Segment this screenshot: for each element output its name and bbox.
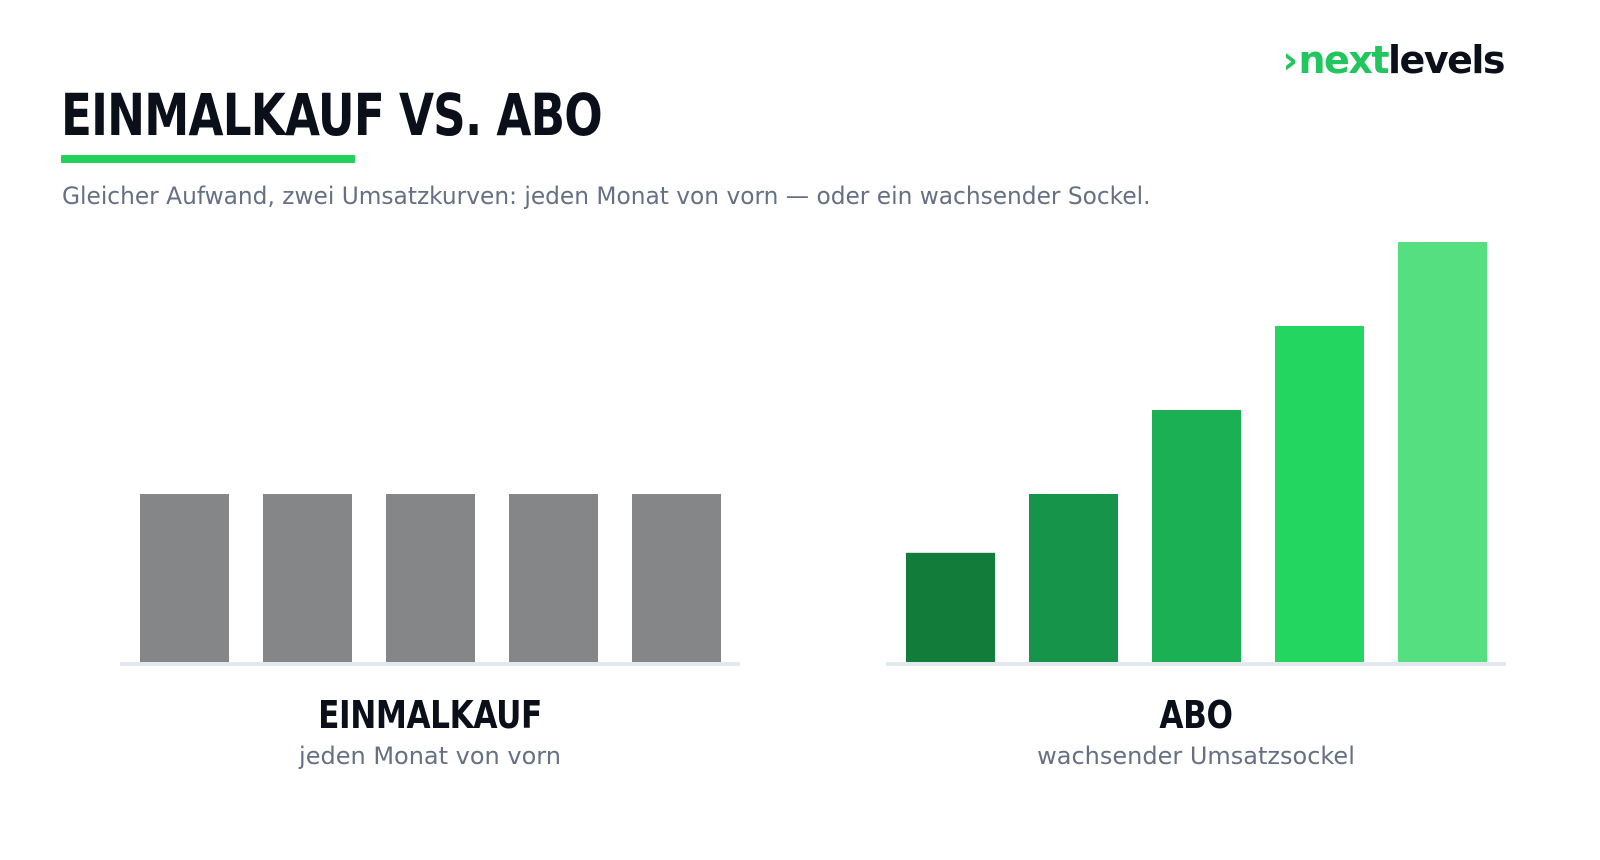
einmalkauf-label: EINMALKAUF jeden Monat von vorn [130,692,730,772]
page-subtitle: Gleicher Aufwand, zwei Umsatzkurven: jed… [62,182,1151,210]
einmalkauf-bar-3 [386,494,475,662]
abo-subtitle: wachsender Umsatzsockel [1037,742,1355,770]
logo-chevron-icon: › [1282,38,1298,82]
chart-einmalkauf [120,494,740,666]
einmalkauf-subtitle: jeden Monat von vorn [299,742,561,770]
chart-abo [886,242,1506,666]
abo-bar-4 [1275,326,1364,662]
abo-bar-5 [1398,242,1487,662]
einmalkauf-bar-4 [509,494,598,662]
abo-bar-1 [906,552,995,662]
einmalkauf-baseline [120,662,740,666]
logo-levels: levels [1388,38,1505,82]
nextlevels-logo: ›nextlevels [1282,38,1505,82]
logo-next: next [1298,38,1390,82]
abo-bar-2 [1029,494,1118,662]
einmalkauf-title: EINMALKAUF [318,693,542,737]
page-title: EINMALKAUF VS. ABO [61,81,603,149]
title-underline [61,155,355,163]
abo-label: ABO wachsender Umsatzsockel [896,692,1496,772]
abo-bar-3 [1152,410,1241,662]
einmalkauf-bar-2 [263,494,352,662]
abo-title: ABO [1159,693,1233,737]
abo-baseline [886,662,1506,666]
einmalkauf-bar-1 [140,494,229,662]
einmalkauf-bar-5 [632,494,721,662]
